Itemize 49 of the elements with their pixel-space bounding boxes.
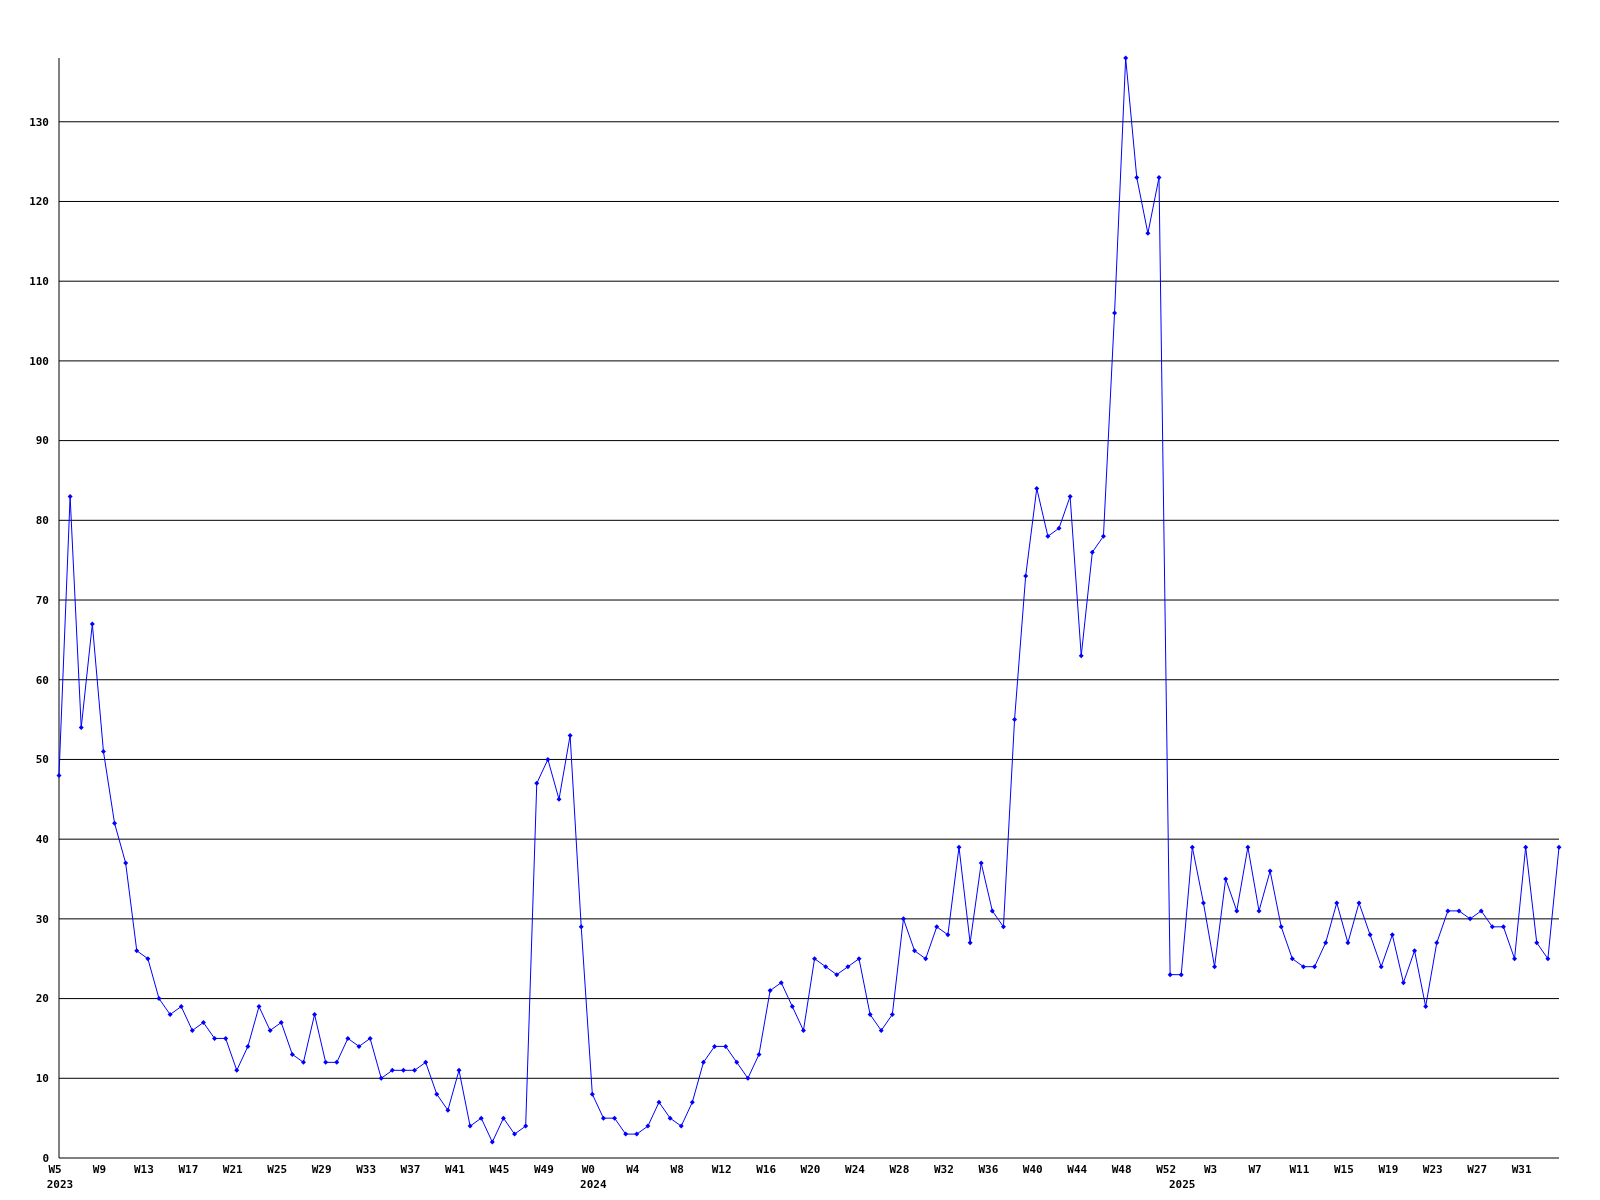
x-tick-label: W11 [1289, 1163, 1310, 1176]
x-tick-label: W37 [400, 1163, 421, 1176]
x-tick-label: W33 [356, 1163, 377, 1176]
y-tick-label: 90 [35, 434, 49, 448]
y-tick-label: 80 [35, 514, 49, 528]
x-tick-label: W7 [1248, 1163, 1262, 1176]
y-tick-label: 110 [29, 275, 49, 289]
y-tick-label: 40 [35, 833, 49, 847]
x-tick-label: W16 [756, 1163, 777, 1176]
x-tick-label: W40 [1022, 1163, 1043, 1176]
y-tick-label: 20 [35, 992, 49, 1006]
x-tick-label: W36 [978, 1163, 999, 1176]
x-tick-label: W27 [1467, 1163, 1488, 1176]
x-tick-label: 2025 [1168, 1178, 1196, 1191]
y-tick-label: 100 [29, 354, 49, 368]
x-tick-label: W17 [178, 1163, 199, 1176]
x-tick-label: W4 [626, 1163, 640, 1176]
x-tick-label: W13 [133, 1163, 154, 1176]
x-tick-label: W12 [711, 1163, 732, 1176]
y-tick-label: 70 [35, 593, 49, 607]
x-tick-label: W52 [1156, 1163, 1177, 1176]
x-tick-label: W3 [1203, 1163, 1218, 1176]
y-tick-label: 120 [29, 195, 49, 209]
x-tick-label: W41 [445, 1163, 466, 1176]
x-tick-label: W48 [1111, 1163, 1132, 1176]
x-tick-label: W23 [1422, 1163, 1443, 1176]
x-tick-label: W21 [222, 1163, 244, 1176]
x-tick-label: W15 [1333, 1163, 1354, 1176]
y-tick-label: 10 [35, 1072, 49, 1086]
y-tick-label: 60 [35, 673, 49, 687]
x-tick-label: W24 [845, 1163, 866, 1176]
x-tick-label: W45 [489, 1163, 510, 1176]
x-tick-label: W32 [933, 1163, 954, 1176]
x-tick-label: W28 [889, 1163, 910, 1176]
x-tick-label: W25 [267, 1163, 288, 1176]
x-tick-label: W44 [1067, 1163, 1088, 1176]
x-tick-label: W9 [92, 1163, 107, 1176]
x-tick-label: W29 [311, 1163, 332, 1176]
y-tick-label: 130 [29, 115, 49, 129]
y-tick-label: 30 [35, 912, 49, 926]
x-tick-label: W5 2023 [46, 1163, 74, 1191]
x-tick-label: W19 [1378, 1163, 1399, 1176]
x-tick-label: W31 [1511, 1163, 1532, 1176]
x-tick-label: W0 2024 [580, 1163, 607, 1191]
y-tick-label: 0 [42, 1151, 49, 1165]
y-tick-label: 50 [35, 753, 49, 767]
x-tick-label: W20 [800, 1163, 821, 1176]
x-tick-label: W49 [533, 1163, 554, 1176]
x-tick-label: W8 [670, 1163, 684, 1176]
